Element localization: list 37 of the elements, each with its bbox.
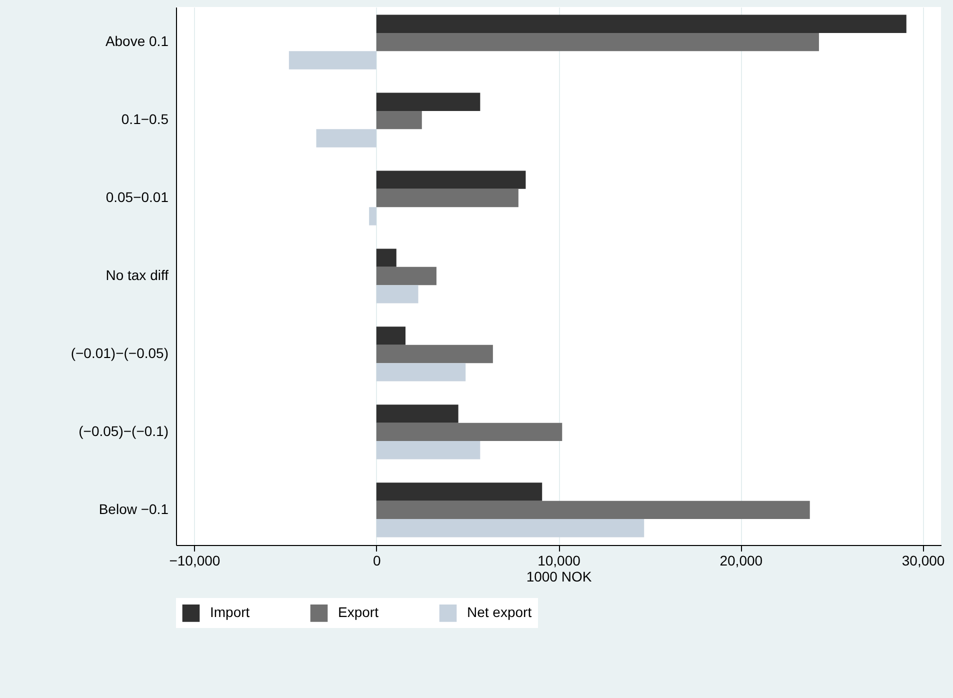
- bar: [376, 248, 396, 267]
- bar: [376, 92, 480, 111]
- bar: [376, 110, 422, 130]
- legend-label: Export: [338, 604, 379, 620]
- y-tick-label: (−0.05)−(−0.1): [78, 422, 168, 439]
- bar: [376, 500, 810, 520]
- legend-label: Net export: [467, 604, 532, 620]
- x-tick-label: 30,000: [902, 552, 945, 568]
- bar: [376, 519, 644, 538]
- x-axis-title: 1000 NOK: [526, 568, 592, 584]
- bar: [376, 482, 542, 501]
- legend-label: Import: [210, 604, 250, 620]
- y-tick-label: No tax diff: [106, 267, 169, 283]
- y-tick-label: Below −0.1: [98, 500, 169, 517]
- bar: [369, 207, 376, 226]
- bar: [376, 422, 562, 442]
- bar: [288, 51, 376, 70]
- x-tick-label: 0: [372, 552, 381, 568]
- x-tick-label: −10,000: [169, 552, 220, 568]
- bar: [376, 404, 458, 423]
- bar: [376, 14, 906, 33]
- bar: [376, 32, 819, 52]
- bar: [376, 285, 418, 304]
- y-tick-label: (−0.01)−(−0.05): [70, 344, 168, 361]
- x-tick-label: 10,000: [538, 552, 581, 568]
- x-tick-label: 20,000: [720, 552, 763, 568]
- bar: [376, 266, 436, 286]
- bar: [316, 129, 376, 148]
- bar: [376, 344, 493, 364]
- y-tick-label: 0.05−0.01: [106, 189, 169, 206]
- bar: [376, 363, 466, 382]
- bar: [376, 188, 518, 208]
- y-tick-label: Above 0.1: [105, 33, 169, 50]
- y-tick-label: 0.1−0.5: [121, 111, 169, 128]
- bar: [376, 326, 406, 345]
- bar: [376, 441, 480, 460]
- bar: [376, 170, 526, 189]
